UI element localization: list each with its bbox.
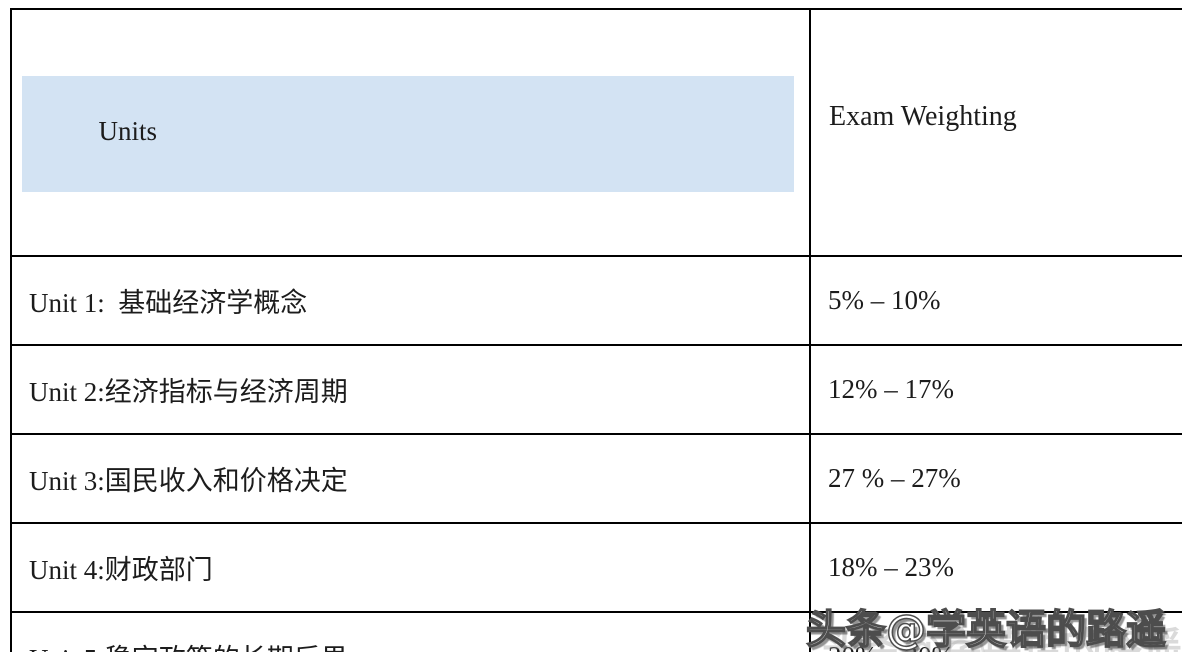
table-row-unit-3: Unit 3:国民收入和价格决定 27 % – 27% — [10, 433, 1182, 524]
weighting-cell: 5% – 10% — [809, 255, 1182, 346]
watermark-text: 头条@学英语的路遥 — [805, 607, 1167, 652]
watermark: 头条@学英语的路遥 头条@学英语的路遥 — [805, 607, 1182, 652]
watermark-swirl-icon — [937, 629, 985, 652]
table-row-unit-2: Unit 2:经济指标与经济周期 12% – 17% — [10, 344, 1182, 435]
header-cell-exam-weighting: Exam Weighting — [809, 8, 1182, 257]
table-header-row: Units Exam Weighting — [10, 8, 1182, 257]
weighting-cell: 20% – 30% — [809, 611, 1182, 652]
unit-cell: Unit 4:财政部门 — [10, 522, 811, 613]
unit-cell: Unit 5:稳定政策的长期后果 — [10, 611, 811, 652]
unit-cell: Unit 1: 基础经济学概念 — [10, 255, 811, 346]
exam-weighting-header-label: Exam Weighting — [829, 101, 1017, 132]
watermark-ghost-text: 头条@学英语的路遥 — [822, 625, 1182, 652]
table-row-unit-5: Unit 5:稳定政策的长期后果 20% – 30% — [10, 611, 1182, 652]
weighting-cell: 12% – 17% — [809, 344, 1182, 435]
header-cell-units: Units — [10, 8, 811, 257]
table-row-unit-1: Unit 1: 基础经济学概念 5% – 10% — [10, 255, 1182, 346]
weighting-cell: 18% – 23% — [809, 522, 1182, 613]
units-header-label: Units — [98, 116, 158, 146]
unit-cell: Unit 3:国民收入和价格决定 — [10, 433, 811, 524]
units-header-highlight: Units — [22, 76, 794, 192]
weighting-cell: 27 % – 27% — [809, 433, 1182, 524]
table-row-unit-4: Unit 4:财政部门 18% – 23% — [10, 522, 1182, 613]
unit-cell: Unit 2:经济指标与经济周期 — [10, 344, 811, 435]
exam-weighting-table: Units Exam Weighting Unit 1: 基础经济学概念 5% … — [10, 8, 1182, 652]
